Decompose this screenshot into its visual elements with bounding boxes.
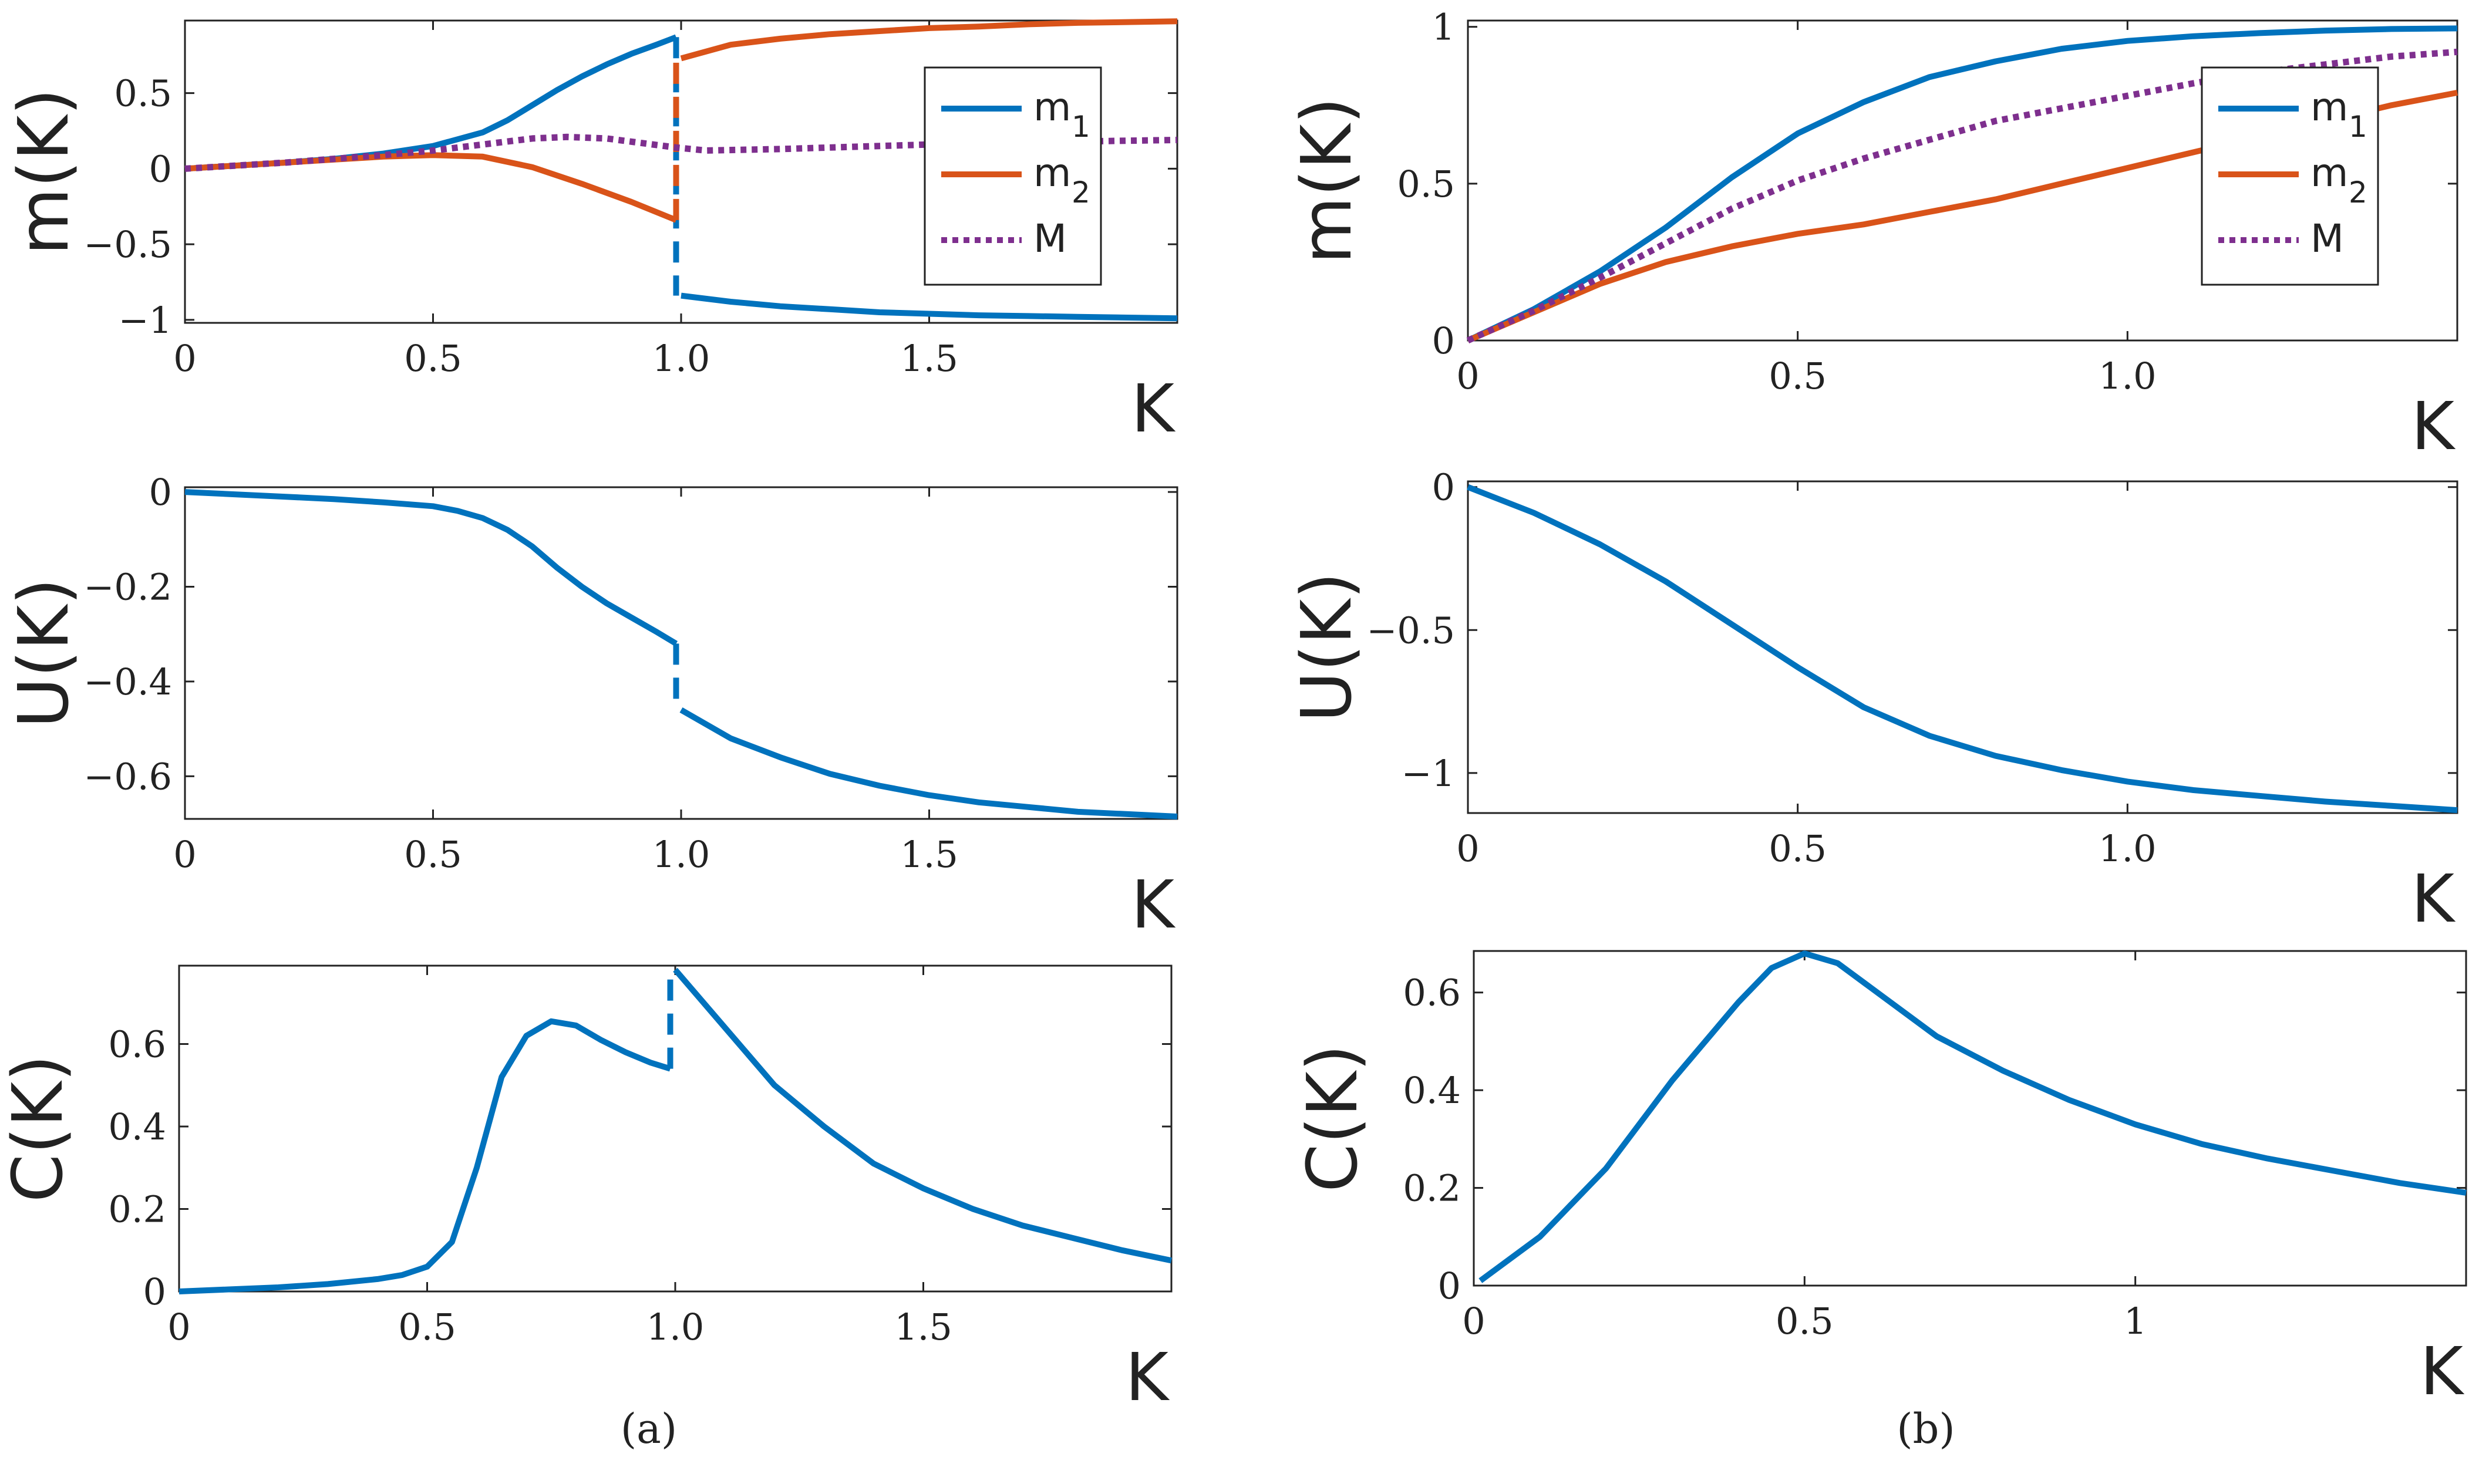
y-tick-label: 0 (149, 147, 172, 190)
x-tick-label: 0 (173, 833, 196, 876)
y-tick-label: 0.5 (114, 72, 172, 115)
legend: m 1m 2M (924, 66, 1102, 286)
y-tick-label: 0.2 (1403, 1167, 1461, 1210)
x-tick-label: 0 (173, 337, 196, 380)
x-axis-label: K (2420, 1334, 2465, 1410)
axes-frame (1467, 480, 2458, 814)
y-axis-label: U(K) (1286, 572, 1367, 723)
x-tick-label: 1.0 (646, 1306, 705, 1348)
y-tick-label: 0 (149, 471, 172, 514)
x-tick-label: 0 (1462, 1300, 1485, 1343)
panel-a-top: 0 0.5 1.0 1.5−1−0.500.5Km(K) m 1m 2M (3, 18, 1178, 447)
series-line-U (184, 489, 678, 646)
panel-b-mid: 0 0.5 1.0 −1 −0.5 0 K U(K) (1286, 466, 2458, 937)
x-tick-label: 1.0 (652, 833, 710, 876)
panel-b-bot: 0 0.5 1 0 0.2 0.4 0.6 K C(K) (1292, 950, 2467, 1410)
y-tick-label: −1 (1402, 752, 1455, 795)
series-line-m2 (184, 152, 678, 223)
legend-label-M: M (1033, 216, 1067, 261)
y-tick-label: 0 (1432, 466, 1455, 509)
caption-a: (a) (621, 1405, 677, 1453)
x-tick-label: 1.5 (900, 337, 958, 380)
y-axis-label: m(K) (3, 88, 84, 255)
series-line-C (673, 967, 1173, 1264)
y-tick-label: 0.5 (1397, 163, 1455, 205)
y-tick-label: −0.5 (1366, 609, 1455, 652)
y-tick-label: −0.4 (83, 660, 172, 703)
series-line-m1 (681, 292, 1178, 322)
y-tick-label: 0.6 (108, 1023, 166, 1065)
x-tick-label: 1.0 (2099, 355, 2157, 397)
legend-label-m2: m (1033, 150, 1071, 195)
caption-b: (b) (1897, 1405, 1955, 1453)
y-tick-label: 0 (143, 1270, 166, 1313)
axes-frame (184, 486, 1178, 820)
y-axis-label: m(K) (1286, 97, 1367, 264)
x-tick-label: 0.5 (1769, 827, 1827, 870)
x-axis-label: K (2411, 389, 2456, 465)
x-tick-label: 0.5 (404, 337, 462, 380)
x-axis-label: K (1131, 371, 1176, 447)
legend-subscript-m2: 2 (2349, 176, 2367, 210)
series-line-U (1467, 484, 2458, 814)
axes-frame (1473, 950, 2467, 1287)
series-line-m1 (1466, 25, 2458, 343)
y-tick-label: 0.6 (1403, 972, 1461, 1014)
y-tick-label: 0.4 (108, 1105, 166, 1148)
series-line-M (184, 133, 1178, 172)
panel-a-bot: 0 0.5 1.0 1.5 0 0.2 0.4 0.6 K C(K) (0, 964, 1173, 1416)
x-tick-label: 1.0 (2099, 827, 2157, 870)
legend-label-m1: m (1033, 85, 1071, 130)
legend: m 1m 2M (2201, 66, 2379, 286)
x-tick-label: 0.5 (398, 1306, 456, 1348)
legend-subscript-m1: 1 (1072, 110, 1090, 144)
series-line-m2 (680, 18, 1178, 62)
x-axis-label: K (1126, 1340, 1170, 1416)
x-tick-label: 1.5 (894, 1306, 952, 1348)
series-line-U (679, 707, 1178, 819)
y-axis-label: U(K) (3, 578, 84, 728)
x-axis-label: K (1131, 867, 1176, 943)
panel-a-mid: 0 0.5 1.0 1.5 −0.6 −0.4 −0.2 0 K U(K) (3, 471, 1178, 943)
x-tick-label: 0.5 (404, 833, 462, 876)
panels: 0 0.5 1.0 1.5−1−0.500.5Km(K) m 1m 2M0 0.5 1.0 1.5… (0, 6, 2467, 1416)
x-tick-label: 1 (2124, 1300, 2147, 1343)
y-tick-label: 0.2 (108, 1188, 166, 1230)
axes-frame (178, 964, 1173, 1293)
y-axis-label: C(K) (1292, 1044, 1373, 1192)
series-line-C (178, 1018, 671, 1294)
legend-subscript-m1: 1 (2349, 110, 2367, 144)
series-line-C (1478, 950, 2467, 1283)
y-axis-label: C(K) (0, 1055, 78, 1203)
x-tick-label: 0.5 (1776, 1300, 1834, 1343)
y-tick-label: −0.2 (83, 566, 172, 609)
legend-label-m1: m (2310, 85, 2348, 130)
y-tick-label: 0 (1432, 319, 1455, 362)
y-tick-label: −0.6 (83, 755, 172, 798)
legend-label-m2: m (2310, 150, 2348, 195)
y-tick-label: 0.4 (1403, 1069, 1461, 1112)
legend-label-M: M (2310, 216, 2344, 261)
x-tick-label: 0.5 (1769, 355, 1827, 397)
x-axis-label: K (2411, 861, 2456, 937)
axes-frame (1467, 19, 2458, 342)
x-tick-label: 1.5 (900, 833, 958, 876)
y-tick-label: 0 (1438, 1264, 1461, 1307)
y-tick-label: −0.5 (83, 223, 172, 266)
y-tick-label: 1 (1432, 6, 1455, 49)
x-tick-label: 1.0 (652, 337, 710, 380)
x-tick-label: 0 (1456, 827, 1479, 870)
y-tick-label: −1 (119, 299, 172, 342)
x-tick-label: 0 (167, 1306, 190, 1348)
x-tick-label: 0 (1456, 355, 1479, 397)
legend-subscript-m2: 2 (1072, 176, 1090, 210)
